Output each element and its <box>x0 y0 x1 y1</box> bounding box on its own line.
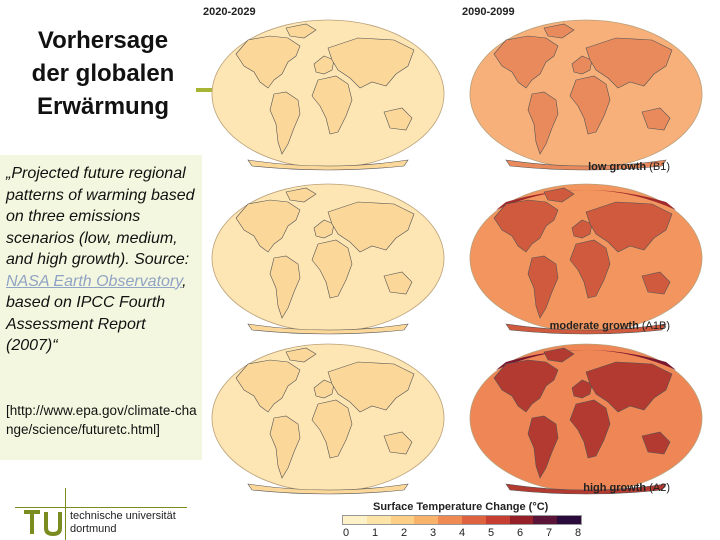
map-continent <box>235 199 301 253</box>
map-continent <box>527 255 559 319</box>
source-url: [http://www.epa.gov/climate-change/scien… <box>6 403 197 437</box>
map-continent <box>493 35 559 89</box>
map-continent <box>569 239 611 299</box>
map-low-2020 <box>211 19 445 171</box>
map-continent <box>285 187 317 203</box>
legend-tick-label: 1 <box>371 527 379 539</box>
legend-swatch <box>414 516 439 524</box>
legend-tick-label: 8 <box>574 527 582 539</box>
caption: „Projected future regional patterns of w… <box>6 163 198 357</box>
map-continent <box>569 75 611 135</box>
map-continent <box>285 347 317 363</box>
map-antarctica <box>505 159 667 171</box>
map-continent <box>313 219 335 239</box>
caption-tail: , based on IPCC Fourth Assessment Report… <box>6 272 187 355</box>
map-continent <box>383 271 413 295</box>
map-continent <box>383 431 413 455</box>
legend-tick-label: 5 <box>487 527 495 539</box>
tu-logo-icon <box>24 510 62 537</box>
period-label-left: 2020-2029 <box>203 6 256 18</box>
map-continent <box>235 359 301 413</box>
map-continent <box>327 361 415 413</box>
map-continent <box>311 75 353 135</box>
map-continent <box>235 35 301 89</box>
map-continent <box>527 415 559 479</box>
scenario-label-moderate: moderate growth (A1B) <box>549 320 670 332</box>
map-low-2090 <box>469 19 703 171</box>
map-continent <box>571 379 593 399</box>
caption-text: „Projected future regional patterns of w… <box>6 165 195 268</box>
logo-divider-vertical <box>65 488 66 540</box>
legend-tick-label: 2 <box>400 527 408 539</box>
accent-tick <box>196 88 214 92</box>
map-continent <box>571 219 593 239</box>
map-antarctica <box>247 159 409 171</box>
source-link[interactable]: NASA Earth Observatory <box>6 272 183 290</box>
map-continent <box>585 201 673 253</box>
caption-box: „Projected future regional patterns of w… <box>0 155 202 460</box>
legend-swatch <box>533 516 558 524</box>
map-arctic-band <box>496 190 676 210</box>
legend-tick-label: 4 <box>458 527 466 539</box>
map-continent <box>269 255 301 319</box>
legend-ticks: 0 1 2 3 4 5 6 7 8 <box>342 527 582 540</box>
map-continent <box>313 379 335 399</box>
map-continent <box>543 23 575 39</box>
map-continent <box>641 271 671 295</box>
map-high-2090 <box>469 343 703 495</box>
scenario-label-low: low growth (B1) <box>588 161 670 173</box>
legend-swatch <box>485 516 510 524</box>
map-antarctica <box>247 323 409 335</box>
scenario-label-high: high growth (A2) <box>583 482 670 494</box>
legend-swatch <box>461 516 486 524</box>
legend-swatch <box>509 516 534 524</box>
map-moderate-2090 <box>469 183 703 335</box>
map-continent <box>543 187 575 203</box>
map-antarctica <box>505 323 667 335</box>
legend-swatch <box>390 516 415 524</box>
map-continent <box>311 399 353 459</box>
map-continent <box>585 37 673 89</box>
logo-divider-horizontal <box>15 507 187 508</box>
map-continent <box>493 199 559 253</box>
legend-swatch <box>438 516 462 524</box>
map-continent <box>543 347 575 363</box>
legend-swatch <box>343 516 367 524</box>
map-continent <box>585 361 673 413</box>
map-continent <box>327 201 415 253</box>
period-label-right: 2090-2099 <box>462 6 515 18</box>
map-continent <box>493 359 559 413</box>
map-arctic-band <box>496 350 676 370</box>
map-continent <box>527 91 559 155</box>
map-continent <box>311 239 353 299</box>
legend-title: Surface Temperature Change (°C) <box>373 501 549 513</box>
title-area: Vorhersage der globalen Erwärmung <box>0 0 200 155</box>
map-moderate-2020 <box>211 183 445 335</box>
slide-title: Vorhersage der globalen Erwärmung <box>31 27 175 120</box>
map-antarctica <box>505 483 667 495</box>
legend-tick-label: 7 <box>545 527 553 539</box>
legend-swatch <box>366 516 391 524</box>
legend-tick-label: 6 <box>516 527 524 539</box>
map-continent <box>313 55 335 75</box>
map-continent <box>269 91 301 155</box>
map-continent <box>641 107 671 131</box>
map-continent <box>285 23 317 39</box>
legend-colorbar <box>342 515 582 525</box>
legend-tick-label: 0 <box>342 527 350 539</box>
map-continent <box>641 431 671 455</box>
map-continent <box>569 399 611 459</box>
legend-swatch <box>557 516 581 524</box>
map-continent <box>327 37 415 89</box>
map-continent <box>383 107 413 131</box>
map-high-2020 <box>211 343 445 495</box>
map-antarctica <box>247 483 409 495</box>
legend-tick-label: 3 <box>429 527 437 539</box>
map-continent <box>571 55 593 75</box>
university-name: technische universität dortmund <box>70 510 176 535</box>
map-continent <box>269 415 301 479</box>
